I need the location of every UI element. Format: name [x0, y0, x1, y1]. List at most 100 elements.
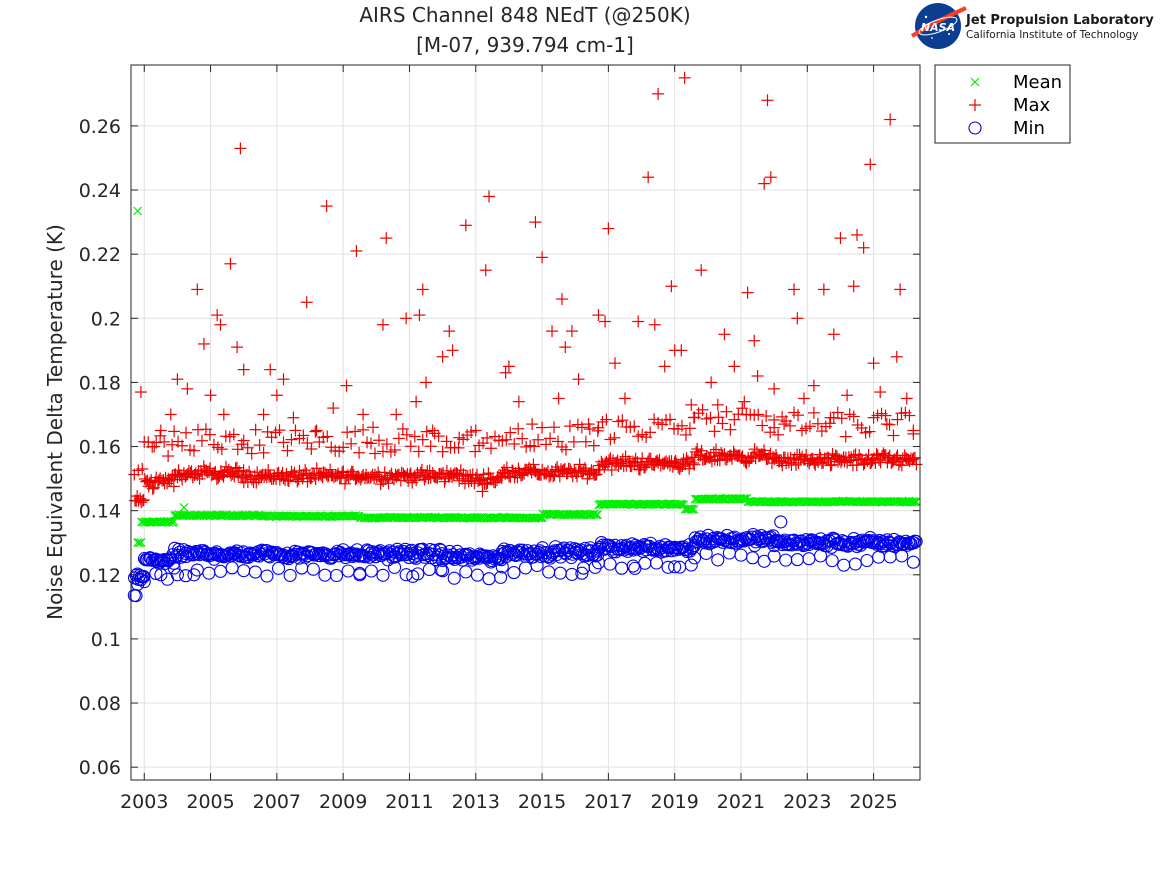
point-max: [137, 493, 150, 506]
outlier-max: [618, 392, 631, 405]
outlier-mean: [133, 538, 143, 548]
outlier-max: [658, 360, 671, 373]
point-max: [135, 496, 148, 509]
data-marks: [127, 71, 923, 603]
point-max: [337, 441, 350, 454]
point-max: [253, 439, 266, 452]
jpl-logo-line2: California Institute of Technology: [966, 29, 1138, 41]
point-max: [748, 443, 761, 456]
outlier-max: [376, 318, 389, 331]
outlier-max: [400, 312, 413, 325]
chart-title-line2: [M-07, 939.794 cm-1]: [416, 33, 634, 57]
outlier-max: [320, 200, 333, 213]
outlier-max: [552, 392, 565, 405]
chart-title-line1: AIRS Channel 848 NEdT (@250K): [359, 3, 690, 27]
plot-frame: [130, 64, 921, 781]
point-mean: [135, 538, 145, 548]
point-min: [470, 568, 484, 582]
point-min: [179, 569, 193, 583]
point-max: [567, 435, 580, 448]
series-min: [127, 515, 923, 603]
outlier-max: [652, 87, 665, 100]
outlier-max: [867, 357, 880, 370]
point-max: [301, 436, 314, 449]
outlier-min: [134, 573, 148, 587]
point-max: [167, 480, 180, 493]
point-max: [644, 452, 657, 465]
point-max: [628, 420, 641, 433]
outlier-max: [231, 341, 244, 354]
outlier-max: [234, 142, 247, 155]
point-max: [605, 463, 618, 476]
point-max: [432, 430, 445, 443]
point-max: [891, 413, 904, 426]
point-max: [553, 470, 566, 483]
point-max: [715, 446, 728, 459]
y-axis-label: Noise Equivalent Delta Temperature (K): [43, 224, 67, 620]
point-max: [696, 403, 709, 416]
plot-background: [131, 65, 920, 780]
point-max: [712, 411, 725, 424]
point-max: [608, 431, 621, 444]
point-max: [756, 419, 769, 432]
point-max: [713, 454, 726, 467]
outlier-max: [479, 264, 492, 277]
x-tick-label: 2011: [385, 791, 433, 813]
point-max: [410, 474, 423, 487]
point-max: [400, 428, 413, 441]
point-max: [146, 482, 159, 495]
point-min: [402, 550, 416, 564]
outlier-max: [264, 363, 277, 376]
y-tick-label: 0.1: [91, 629, 121, 651]
outlier-max: [181, 382, 194, 395]
point-max: [237, 464, 250, 477]
point-min: [411, 546, 425, 560]
outlier-max: [469, 424, 482, 437]
outlier-max: [824, 411, 837, 424]
point-mean: [136, 538, 146, 547]
point-min: [436, 564, 450, 578]
outlier-max: [426, 424, 439, 437]
outlier-max: [880, 418, 893, 431]
point-max: [752, 408, 765, 421]
outlier-max: [582, 418, 595, 431]
outlier-max: [665, 280, 678, 293]
point-max: [193, 472, 206, 485]
x-tick-label: 2017: [584, 791, 632, 813]
point-max: [527, 458, 540, 471]
point-max: [676, 459, 689, 472]
point-max: [136, 462, 149, 475]
outlier-max: [678, 71, 691, 84]
outlier-min: [187, 568, 201, 582]
outlier-max: [791, 312, 804, 325]
point-max: [887, 429, 900, 442]
outlier-min: [575, 566, 589, 580]
outlier-max: [217, 408, 230, 421]
point-max: [216, 468, 229, 481]
point-max: [424, 440, 437, 453]
outlier-max: [827, 328, 840, 341]
outlier-max: [907, 424, 920, 437]
point-max: [789, 458, 802, 471]
point-min: [149, 566, 163, 580]
point-max: [465, 425, 478, 438]
point-max: [895, 459, 908, 472]
point-min: [168, 550, 183, 564]
point-max: [616, 414, 629, 427]
point-min: [345, 549, 359, 563]
outlier-min: [774, 515, 788, 529]
jpl-logo-line1: Jet Propulsion Laboratory: [965, 13, 1154, 28]
point-min: [421, 548, 435, 562]
point-mean: [351, 511, 361, 521]
outlier-min: [353, 568, 367, 582]
outlier-max: [483, 190, 496, 203]
point-max: [508, 437, 521, 450]
outlier-mean: [179, 503, 189, 512]
point-max: [372, 434, 385, 447]
outlier-min: [154, 568, 168, 582]
outlier-max: [410, 395, 423, 408]
point-max: [310, 462, 323, 475]
series-max: [128, 71, 923, 509]
point-min: [156, 554, 170, 568]
